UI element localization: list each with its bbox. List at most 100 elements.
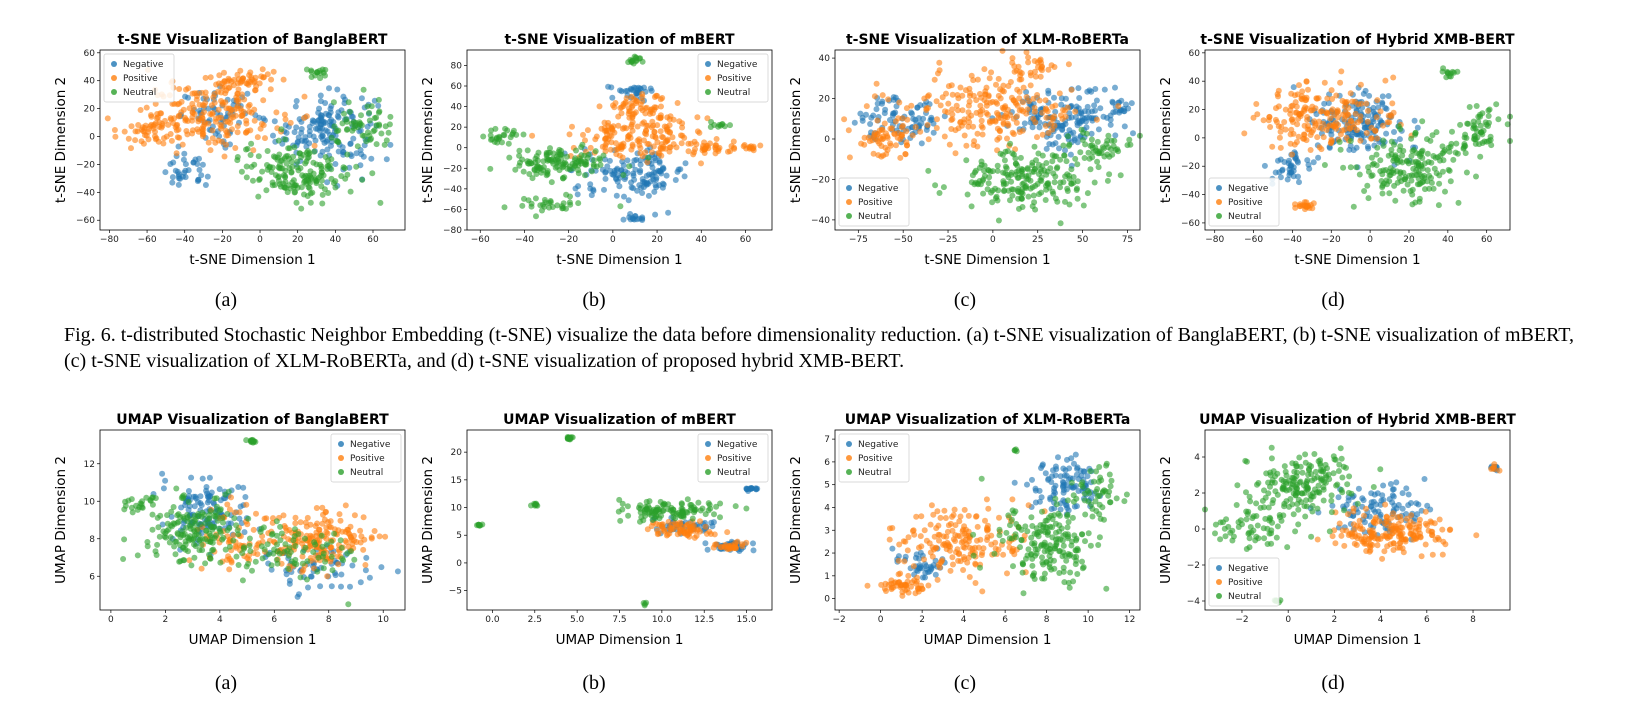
y-tick-label: 2 [824,549,830,559]
scatter-point-negative [332,572,339,579]
scatter-point-negative [1051,94,1057,101]
scatter-point-negative [1295,173,1301,180]
scatter-point-neutral [211,495,218,502]
scatter-point-positive [247,127,254,134]
x-tick-label: 7.5 [612,615,626,625]
scatter-point-neutral [222,546,229,553]
chart-title: UMAP Visualization of mBERT [503,412,736,428]
scatter-point-negative [185,488,192,494]
scatter-point-neutral [1400,187,1407,194]
y-tick-label: 20 [451,448,463,458]
scatter-point-negative [326,85,332,92]
scatter-point-neutral [1029,562,1036,569]
scatter-point-positive [1374,135,1381,142]
scatter-point-negative [1379,492,1386,499]
scatter-point-positive [897,570,904,577]
scatter-point-neutral [149,511,156,518]
scatter-point-neutral [1059,537,1066,544]
scatter-point-positive [974,130,981,137]
scatter-point-neutral [573,147,579,154]
scatter-point-neutral [1108,137,1115,144]
scatter-point-negative [196,166,203,173]
scatter-point-negative [315,109,322,116]
scatter-point-positive [175,113,182,120]
scatter-point-neutral [322,66,329,73]
scatter-point-positive [282,116,289,123]
points-layer [841,47,1143,227]
x-tick-label: −75 [849,235,868,245]
scatter-point-positive [1056,90,1063,97]
scatter-point-neutral [1019,569,1026,576]
scatter-point-negative [362,567,369,574]
scatter-point-positive [287,119,294,126]
y-tick-label: −40 [1181,191,1200,201]
scatter-point-neutral [256,177,262,183]
scatter-point-neutral [282,167,289,174]
scatter-point-negative [1070,484,1076,491]
scatter-point-neutral [1022,184,1029,191]
scatter-point-neutral [1039,554,1045,561]
scatter-point-positive [981,66,988,73]
scatter-point-positive [1016,76,1023,83]
legend-box [697,53,769,103]
scatter-point-negative [208,489,215,496]
scatter-point-positive [1312,105,1319,112]
scatter-point-positive [267,86,274,93]
y-tick-label: 60 [84,49,96,59]
y-tick-label: −40 [443,185,462,195]
scatter-point-negative [1070,129,1077,136]
scatter-point-positive [912,124,919,130]
scatter-point-neutral [303,149,310,156]
scatter-point-neutral [1394,159,1401,166]
scatter-point-positive [1363,100,1370,107]
legend-label-negative: Negative [858,184,899,194]
scatter-point-positive [1324,95,1331,102]
scatter-point-negative [1116,107,1123,114]
scatter-point-negative [1399,505,1406,512]
scatter-point-positive [234,71,241,78]
scatter-point-neutral [1085,530,1092,537]
scatter-point-negative [1076,95,1083,101]
scatter-point-positive [984,526,990,533]
y-tick-label: 40 [819,54,831,64]
scatter-point-neutral [1018,168,1025,175]
scatter-point-positive [637,145,644,151]
scatter-point-positive [229,126,235,133]
scatter-point-positive [939,557,946,564]
scatter-point-negative [346,164,353,171]
scatter-point-negative [291,129,298,136]
scatter-point-positive [936,532,943,538]
scatter-point-neutral [932,182,939,189]
scatter-point-negative [1321,100,1328,107]
scatter-point-positive [1027,82,1034,89]
scatter-point-neutral [268,531,275,538]
scatter-point-negative [1081,108,1088,115]
scatter-point-neutral [1095,164,1102,171]
scatter-point-neutral [1440,157,1447,164]
points-layer [104,66,394,212]
scatter-point-positive [261,74,267,81]
scatter-point-negative [353,150,360,157]
scatter-point-neutral [333,128,340,135]
x-axis-label: t-SNE Dimension 1 [556,252,682,268]
scatter-point-neutral [385,129,392,136]
scatter-point-neutral [375,96,382,103]
legend-marker-neutral [705,89,711,95]
scatter-point-neutral [1080,564,1087,571]
scatter-point-negative [378,564,385,571]
scatter-point-neutral [1063,557,1070,564]
scatter-point-negative [1387,481,1394,487]
scatter-point-neutral [1477,113,1484,120]
scatter-point-positive [282,524,289,531]
scatter-point-neutral [1061,152,1068,159]
scatter-point-negative [628,184,635,191]
scatter-point-neutral [1007,522,1013,529]
scatter-point-positive [1365,107,1371,114]
scatter-point-negative [1329,502,1336,509]
scatter-point-positive [1277,128,1284,135]
legend-label-positive: Positive [350,454,385,464]
scatter-point-positive [902,538,909,545]
scatter-point-positive [673,144,680,151]
scatter-point-negative [328,583,335,590]
scatter-point-positive [1277,144,1284,151]
